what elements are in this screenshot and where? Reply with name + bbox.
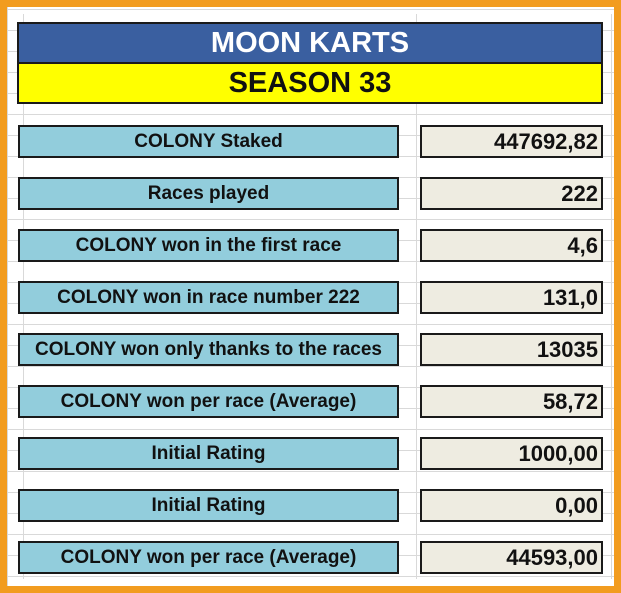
stat-label-races-played[interactable]: Races played bbox=[18, 177, 399, 210]
season-label: SEASON 33 bbox=[17, 64, 603, 104]
stat-label-initial-rating-2[interactable]: Initial Rating bbox=[18, 489, 399, 522]
stat-label-races-only[interactable]: COLONY won only thanks to the races bbox=[18, 333, 399, 366]
stat-value-race-222[interactable]: 131,0 bbox=[420, 281, 603, 314]
stat-value-races-only[interactable]: 13035 bbox=[420, 333, 603, 366]
stat-value-initial-rating[interactable]: 1000,00 bbox=[420, 437, 603, 470]
stat-label-first-race[interactable]: COLONY won in the first race bbox=[18, 229, 399, 262]
stat-value-colony-staked[interactable]: 447692,82 bbox=[420, 125, 603, 158]
stat-label-colony-staked[interactable]: COLONY Staked bbox=[18, 125, 399, 158]
stat-label-average-per-race-2[interactable]: COLONY won per race (Average) bbox=[18, 541, 399, 574]
stat-value-first-race[interactable]: 4,6 bbox=[420, 229, 603, 262]
stat-label-initial-rating[interactable]: Initial Rating bbox=[18, 437, 399, 470]
sheet-title: MOON KARTS bbox=[17, 22, 603, 64]
stat-value-races-played[interactable]: 222 bbox=[420, 177, 603, 210]
stat-label-race-222[interactable]: COLONY won in race number 222 bbox=[18, 281, 399, 314]
stat-value-initial-rating-2[interactable]: 0,00 bbox=[420, 489, 603, 522]
stat-value-average-per-race[interactable]: 58,72 bbox=[420, 385, 603, 418]
stat-label-average-per-race[interactable]: COLONY won per race (Average) bbox=[18, 385, 399, 418]
grid-line bbox=[416, 14, 417, 579]
stat-value-average-per-race-2[interactable]: 44593,00 bbox=[420, 541, 603, 574]
grid-line bbox=[611, 14, 612, 579]
